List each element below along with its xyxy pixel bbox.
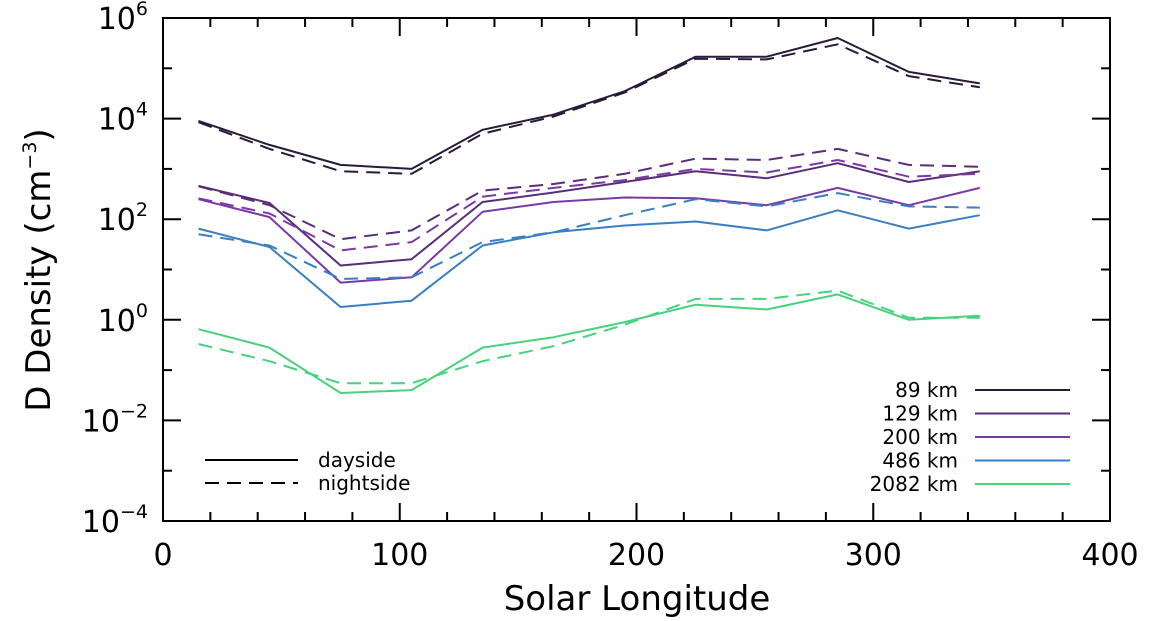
y-tick-label: 104: [98, 99, 148, 138]
x-tick-label: 100: [371, 538, 428, 573]
series-line-486-km-dayside: [198, 209, 980, 308]
legend-label-series: 200 km: [882, 425, 958, 449]
series-line-89-km-nightside: [198, 43, 980, 175]
x-axis-ticks: [162, 18, 1111, 521]
x-axis-tick-labels: 0 100 200 300 400: [153, 538, 1138, 573]
x-tick-label: 300: [845, 538, 902, 573]
y-axis-ticks: [163, 17, 1110, 522]
y-tick-label: 106: [98, 0, 148, 37]
y-tick-label: 10−2: [82, 400, 148, 439]
series-line-2082-km-dayside: [198, 293, 980, 394]
legend-label-nightside: nightside: [318, 471, 410, 495]
y-axis-title-suffix: ): [19, 128, 59, 141]
legend-label-series: 129 km: [882, 402, 958, 426]
series-line-200-km-nightside: [198, 159, 980, 252]
legend-label-series: 486 km: [882, 449, 958, 473]
y-axis-title: D Density (cm−3): [19, 128, 59, 411]
series-line-129-km-dayside: [198, 162, 980, 267]
x-tick-label: 400: [1081, 538, 1138, 573]
y-axis-title-exponent: −3: [19, 142, 41, 170]
legend-label-series: 2082 km: [870, 472, 958, 496]
x-tick-label: 200: [608, 538, 665, 573]
y-axis-tick-labels: 10−4 10−2 100 102 104 106: [82, 0, 148, 540]
y-axis-title-prefix: D Density (cm: [19, 170, 59, 412]
x-axis-title: Solar Longitude: [504, 579, 771, 619]
series-line-89-km-dayside: [198, 37, 980, 170]
y-tick-label: 100: [98, 300, 148, 339]
series-line-2082-km-nightside: [198, 289, 980, 385]
plot-lines: [198, 37, 981, 394]
legend-label-dayside: dayside: [318, 448, 396, 472]
y-tick-label: 102: [98, 199, 148, 238]
y-tick-label: 10−4: [82, 501, 148, 540]
series-line-200-km-dayside: [198, 186, 981, 284]
series-line-486-km-nightside: [198, 192, 980, 280]
x-tick-label: 0: [153, 538, 172, 573]
legend-label-series: 89 km: [895, 378, 958, 402]
series-line-129-km-nightside: [198, 147, 980, 241]
